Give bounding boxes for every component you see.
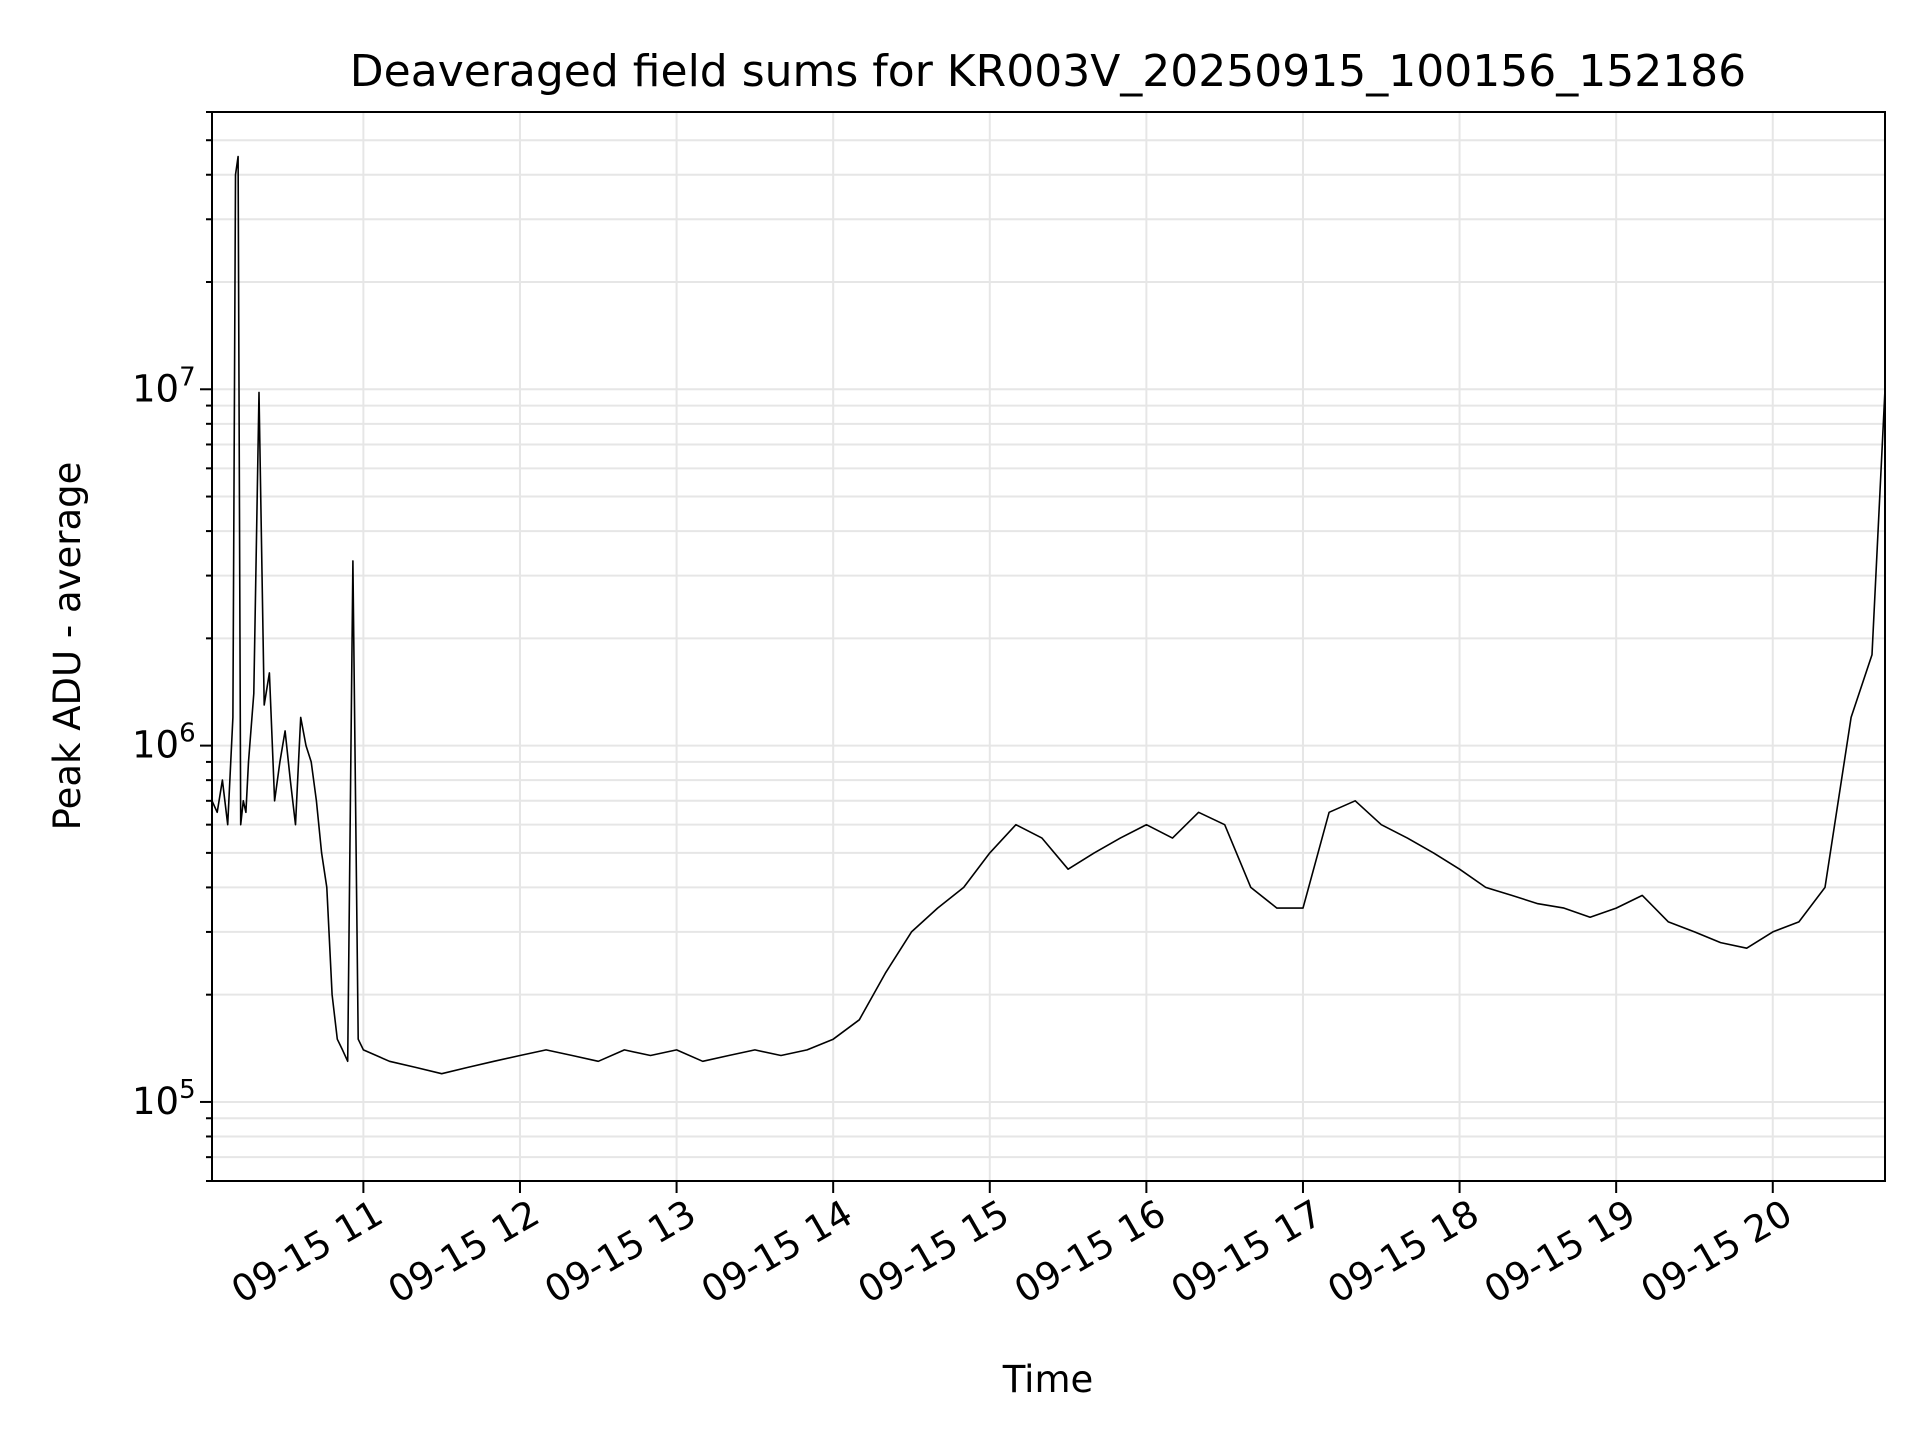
x-tick-label: 09-15 16 [1007, 1192, 1173, 1312]
grid [212, 111, 1885, 1182]
data-series [211, 155, 1886, 1075]
x-tick-label: 09-15 19 [1477, 1192, 1643, 1312]
x-tick-label: 09-15 13 [538, 1192, 704, 1312]
x-tick-label: 09-15 15 [851, 1192, 1017, 1312]
y-tick-label: 107 [132, 362, 196, 410]
x-tick-label: 09-15 17 [1164, 1192, 1330, 1312]
x-tick-label: 09-15 11 [224, 1192, 390, 1312]
x-tick-label: 09-15 12 [381, 1192, 547, 1312]
x-tick-label: 09-15 18 [1321, 1192, 1487, 1312]
series-line [211, 155, 1886, 1075]
x-tick-label: 09-15 14 [694, 1192, 860, 1312]
plot-frame [211, 111, 1886, 1182]
chart-title: Deaveraged field sums for KR003V_2025091… [350, 46, 1746, 97]
x-tick-label: 09-15 20 [1634, 1192, 1800, 1312]
y-tick-label: 106 [132, 719, 196, 767]
y-axis: 105 106 107 [132, 111, 212, 1182]
x-axis-label: Time [1002, 1358, 1094, 1401]
y-axis-label: Peak ADU - average [46, 462, 89, 831]
y-tick-label: 105 [132, 1075, 196, 1123]
